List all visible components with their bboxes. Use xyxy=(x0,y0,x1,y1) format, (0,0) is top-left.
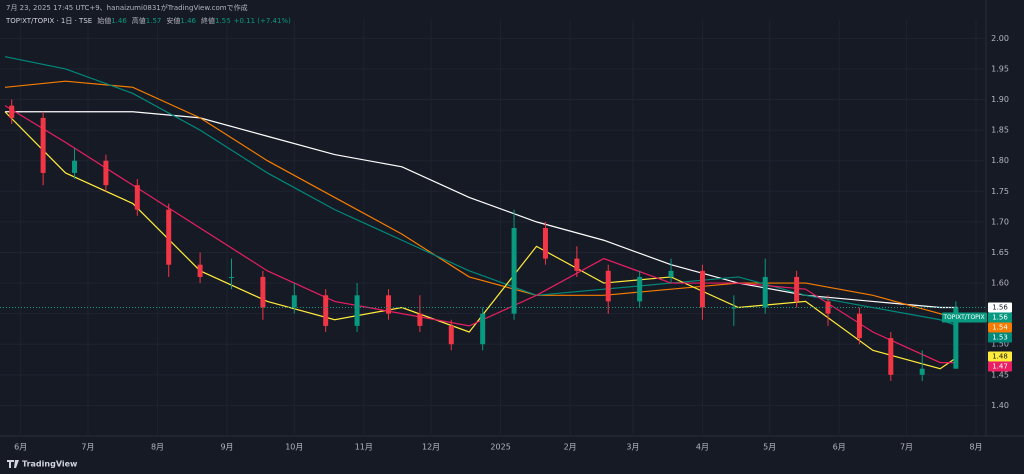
ma-line xyxy=(4,80,959,321)
x-tick-label: 9月 xyxy=(220,443,233,452)
candle-body xyxy=(605,270,611,302)
y-tick-label: 1.95 xyxy=(991,64,1009,73)
price-tag-label: 1.56 xyxy=(992,314,1008,322)
x-tick-label: 6月 xyxy=(833,443,846,452)
candle-body xyxy=(166,209,172,265)
y-tick-label: 1.50 xyxy=(991,340,1009,349)
x-tick-label: 5月 xyxy=(763,443,776,452)
candle-body xyxy=(480,313,486,345)
ma-line xyxy=(4,56,959,327)
x-tick-label: 12月 xyxy=(422,443,440,452)
candle-body xyxy=(574,258,580,271)
price-tag-label: 1.53 xyxy=(992,334,1008,342)
ohlc-legend: TOPIXT/TOPIX · 1日 · TSE 始値 1.46 高値 1.57 安値 1.4… xyxy=(5,16,291,25)
price-tag xyxy=(988,361,1012,372)
x-tick-label: 2月 xyxy=(564,443,577,452)
x-tick-label: 4月 xyxy=(696,443,709,452)
brand: TradingView xyxy=(22,460,78,469)
y-tick-label: 1.60 xyxy=(991,279,1009,288)
symbol-tag-label: TOPIXT/TOPIX xyxy=(942,314,984,321)
candle-body xyxy=(762,276,768,308)
x-tick-label: 7月 xyxy=(81,443,94,452)
y-tick-label: 1.65 xyxy=(991,248,1009,257)
price-tag-label: 1.56 xyxy=(992,304,1008,312)
x-tick-label: 6月 xyxy=(14,443,27,452)
candle-body xyxy=(385,295,391,314)
price-tag xyxy=(988,351,1012,362)
symbol-tag xyxy=(942,312,987,323)
ohlc-label: 高値 xyxy=(132,16,146,25)
x-tick-label: 10月 xyxy=(285,443,303,452)
x-tick-label: 3月 xyxy=(626,443,639,452)
ohlc-value: 1.57 xyxy=(146,17,162,25)
x-tick-label: 2025 xyxy=(490,443,510,452)
x-tick-label: 8月 xyxy=(151,443,164,452)
ohlc-value: 1.46 xyxy=(180,17,196,25)
candle-body xyxy=(888,338,894,375)
candle-body xyxy=(668,270,674,277)
change: +0.11 (+7.41%) xyxy=(234,17,292,25)
y-tick-label: 1.70 xyxy=(991,217,1009,226)
ohlc-label: 安値 xyxy=(166,16,180,25)
candle-body xyxy=(72,160,78,173)
price-tag-label: 1.48 xyxy=(992,352,1008,360)
candle-body xyxy=(919,368,925,375)
price-tag xyxy=(988,312,1012,323)
ohlc-label: 始値 xyxy=(97,16,111,25)
candle-body xyxy=(953,307,959,369)
candle-body xyxy=(197,264,203,277)
candle-body xyxy=(699,270,705,308)
price-tag-label: 1.47 xyxy=(992,362,1008,370)
candle-body xyxy=(542,228,548,259)
x-tick-label: 7月 xyxy=(900,443,913,452)
candle-body xyxy=(40,117,46,173)
x-tick-label: 11月 xyxy=(355,443,373,452)
candle-body xyxy=(260,276,266,308)
y-tick-label: 1.90 xyxy=(991,95,1009,104)
ohlc-label: 終値 xyxy=(201,16,215,25)
candle-body xyxy=(794,276,800,302)
candle-body xyxy=(731,307,737,309)
created-note: 7月 23, 2025 17:45 UTC+9、hanaizumi0831がTr… xyxy=(6,3,248,12)
candle-body xyxy=(134,185,140,210)
y-tick-label: 1.45 xyxy=(991,370,1009,379)
candle-body xyxy=(417,313,423,326)
price-tag xyxy=(988,302,1012,313)
brand-logo xyxy=(7,460,19,468)
y-tick-label: 2.00 xyxy=(991,34,1009,43)
ma-line xyxy=(5,111,959,309)
y-tick-label: 1.75 xyxy=(991,187,1009,196)
y-tick-label: 1.80 xyxy=(991,156,1009,165)
y-tick-label: 1.85 xyxy=(991,126,1009,135)
y-tick-label: 1.40 xyxy=(991,401,1009,410)
candle-body xyxy=(323,295,329,326)
candle-body xyxy=(291,295,297,308)
candle-body xyxy=(228,276,234,278)
candle-body xyxy=(637,276,643,302)
x-tick-label: 8月 xyxy=(969,443,982,452)
candle-body xyxy=(9,105,15,118)
ma-line xyxy=(4,105,959,364)
ohlc-value: 1.56 xyxy=(215,17,231,25)
candle-body xyxy=(103,160,109,186)
ohlc-value: 1.46 xyxy=(111,17,127,25)
price-tag-label: 1.54 xyxy=(992,324,1008,332)
candle-body xyxy=(354,295,360,326)
candle-body xyxy=(511,228,517,314)
symbol-title: TOPIXT/TOPIX · 1日 · TSE xyxy=(5,17,92,25)
candle-body xyxy=(448,325,454,345)
price-tag xyxy=(988,332,1012,343)
candle-body xyxy=(856,313,862,339)
price-tag xyxy=(988,322,1012,333)
